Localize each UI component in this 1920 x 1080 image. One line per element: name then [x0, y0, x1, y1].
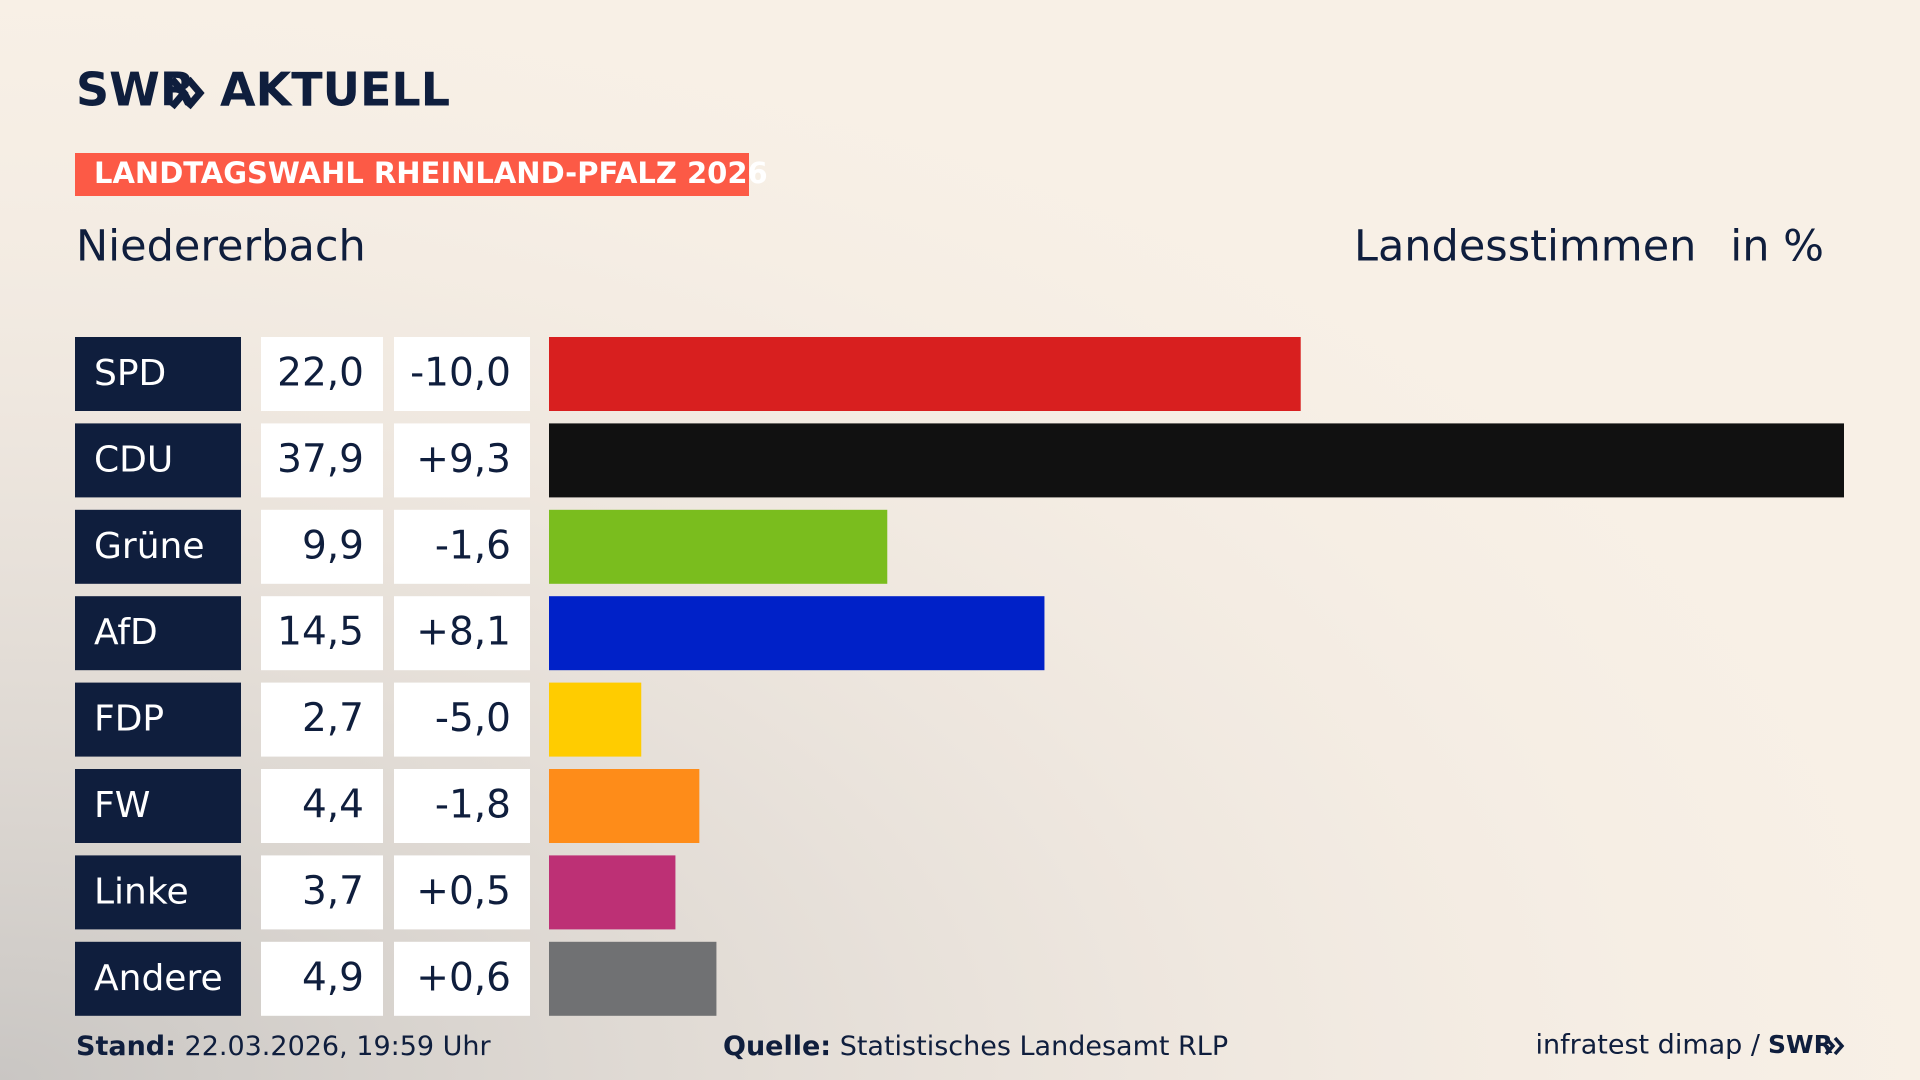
chart-title: Niedererbach: [76, 222, 366, 272]
change-label: +9,3: [416, 437, 511, 482]
value-heading: Landesstimmen: [1354, 222, 1696, 272]
change-label: -10,0: [410, 351, 511, 396]
change-box: [394, 682, 530, 757]
rows: SPD 22,0 -10,0 CDU 37,9 +9,3 Grüne 9,9 -1,6 AfD 14…: [75, 337, 1844, 1016]
footer-stand: Stand: 22.03.2026, 19:59 Uhr: [76, 1031, 492, 1062]
party-label: Grüne: [94, 526, 204, 567]
bar: [549, 855, 676, 930]
logo-arrows: [169, 76, 205, 110]
bar: [549, 509, 888, 584]
party-box: [75, 596, 241, 671]
value-box: [261, 855, 383, 930]
change-box: [394, 769, 530, 843]
value-box: [261, 337, 383, 411]
value-box: [261, 941, 383, 1016]
party-label: Andere: [94, 958, 223, 999]
stand-label: Stand:: [76, 1031, 176, 1062]
party-label: SPD: [94, 353, 166, 394]
value-box: [261, 682, 383, 757]
party-label: FDP: [94, 699, 164, 740]
value-label: 9,9: [302, 523, 364, 568]
bar: [549, 682, 642, 757]
party-label: Linke: [94, 871, 189, 912]
change-label: -1,8: [435, 783, 511, 828]
value-label: 3,7: [302, 869, 364, 914]
bar: [549, 337, 1301, 411]
change-box: [394, 337, 530, 411]
party-box: [75, 423, 241, 498]
bar: [549, 769, 700, 843]
change-label: -1,6: [435, 523, 511, 568]
value-box: [261, 769, 383, 843]
change-label: -5,0: [435, 696, 511, 741]
party-box: [75, 509, 241, 584]
value-label: 22,0: [277, 351, 364, 396]
bar: [549, 941, 717, 1016]
value-label: 14,5: [277, 610, 364, 655]
value-label: 37,9: [277, 437, 364, 482]
change-box: [394, 596, 530, 671]
credit-logo: SWR: [1768, 1030, 1833, 1059]
value-box: [261, 596, 383, 671]
change-label: +8,1: [416, 610, 511, 655]
footer-source: Quelle: Statistisches Landesamt RLP: [723, 1031, 1228, 1062]
credit-arrows: [1824, 1036, 1845, 1056]
logo-suffix: AKTUELL: [220, 63, 450, 117]
value-label: 2,7: [302, 696, 364, 741]
change-box: [394, 855, 530, 930]
value-label: 4,9: [302, 955, 364, 1000]
change-label: +0,5: [416, 869, 511, 914]
source-label: Quelle:: [723, 1031, 831, 1062]
change-box: [394, 509, 530, 584]
bar: [549, 596, 1045, 671]
value-box: [261, 509, 383, 584]
party-box: [75, 337, 241, 411]
bar: [549, 423, 1844, 498]
party-label: FW: [94, 785, 150, 826]
party-label: CDU: [94, 439, 173, 480]
party-box: [75, 941, 241, 1016]
banner: [75, 153, 749, 196]
source: Statistisches Landesamt RLP: [840, 1031, 1228, 1062]
change-box: [394, 423, 530, 498]
change-label: +0,6: [416, 955, 511, 1000]
value-label: 4,4: [302, 783, 364, 828]
change-box: [394, 941, 530, 1016]
unit-label: in %: [1730, 222, 1824, 272]
value-box: [261, 423, 383, 498]
party-box: [75, 682, 241, 757]
credit: infratest dimap /: [1535, 1030, 1760, 1061]
stand: 22.03.2026, 19:59 Uhr: [185, 1031, 492, 1062]
party-label: AfD: [94, 612, 158, 653]
banner-text: LANDTAGSWAHL RHEINLAND-PFALZ 2026: [94, 156, 768, 190]
party-box: [75, 855, 241, 930]
party-box: [75, 769, 241, 843]
